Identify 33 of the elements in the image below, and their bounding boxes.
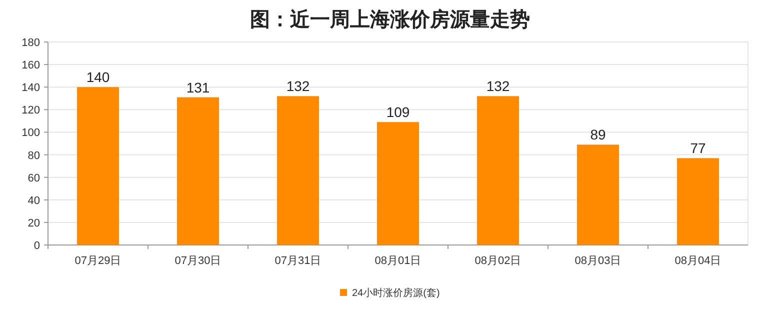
bar bbox=[77, 87, 119, 245]
data-label: 140 bbox=[86, 69, 110, 86]
data-label: 131 bbox=[186, 79, 210, 96]
x-tick-label: 07月30日 bbox=[174, 255, 222, 267]
x-tick-label: 07月29日 bbox=[74, 255, 122, 267]
data-label: 109 bbox=[386, 104, 410, 120]
data-label: 132 bbox=[286, 78, 310, 94]
data-label: 89 bbox=[590, 126, 606, 143]
y-tick-label: 180 bbox=[22, 37, 40, 49]
y-tick-label: 60 bbox=[28, 172, 40, 184]
data-label: 77 bbox=[690, 140, 706, 156]
bar bbox=[377, 122, 419, 245]
y-tick-label: 20 bbox=[28, 217, 40, 230]
y-tick-label: 80 bbox=[28, 150, 40, 162]
x-tick-label: 08月03日 bbox=[574, 255, 622, 267]
bar bbox=[477, 96, 519, 245]
chart-title: 图：近一周上海涨价房源量走势 bbox=[250, 8, 530, 31]
y-tick-label: 160 bbox=[22, 60, 40, 72]
x-tick-label: 08月02日 bbox=[474, 255, 522, 267]
data-label: 132 bbox=[486, 78, 510, 94]
bar bbox=[677, 158, 719, 245]
x-tick-label: 07月31日 bbox=[274, 255, 322, 267]
x-tick-label: 08月01日 bbox=[374, 255, 422, 267]
y-tick-label: 100 bbox=[22, 127, 40, 140]
bar bbox=[577, 144, 619, 245]
y-tick-label: 140 bbox=[22, 82, 40, 94]
bar bbox=[177, 97, 219, 245]
y-tick-label: 120 bbox=[22, 104, 40, 117]
x-tick-label: 08月04日 bbox=[674, 255, 722, 267]
y-tick-label: 0 bbox=[34, 240, 40, 252]
legend-label: 24小时涨价房源(套) bbox=[352, 287, 440, 299]
bar bbox=[277, 96, 319, 245]
y-tick-label: 40 bbox=[28, 194, 40, 207]
